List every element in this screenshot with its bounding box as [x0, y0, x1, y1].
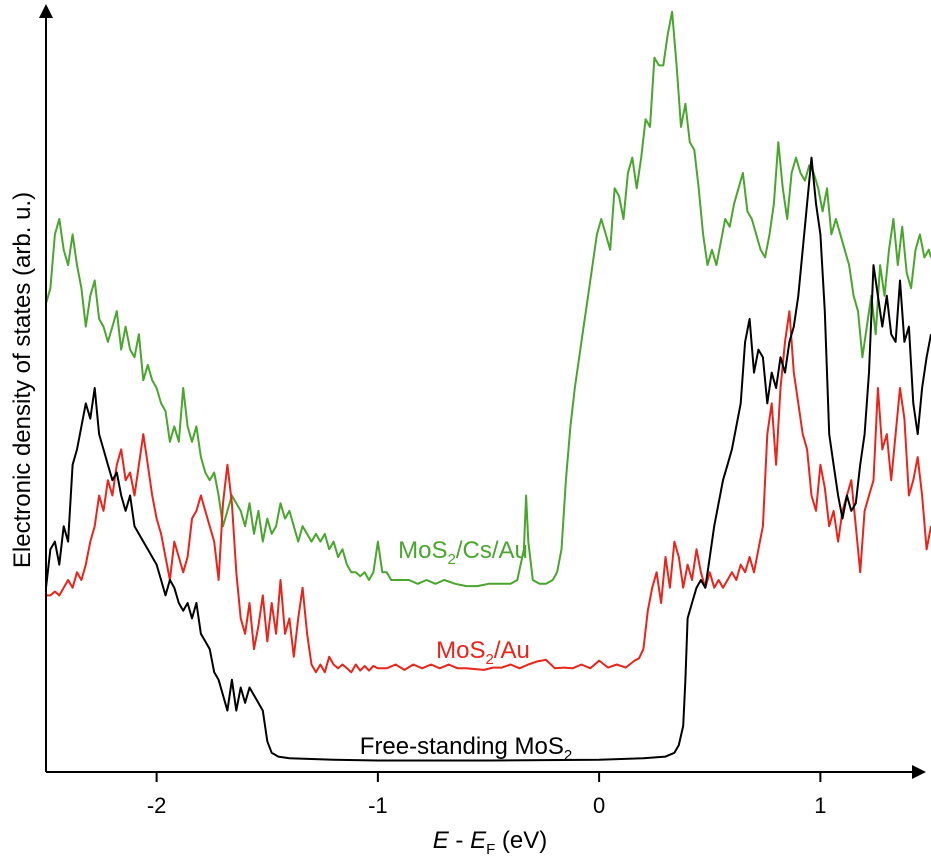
- series-lines: [45, 10, 931, 762]
- x-axis-arrow: [912, 765, 926, 779]
- x-ticks: -2 -1 0 1: [147, 772, 827, 818]
- series-label-cs: MoS2/Cs/Au: [398, 537, 528, 568]
- x-tick-label: 1: [814, 793, 826, 818]
- x-tick-label: -1: [368, 793, 388, 818]
- series-line-fs: [45, 156, 931, 762]
- series-line-cs: [45, 10, 931, 588]
- x-tick-label: 0: [593, 793, 605, 818]
- x-tick-label: -2: [147, 793, 167, 818]
- series-label-au: MoS2/Au: [436, 637, 530, 668]
- axes: [39, 4, 926, 779]
- series-label-freestanding: Free-standing MoS2: [360, 733, 572, 764]
- x-axis-label: E - EF (eV): [433, 827, 548, 858]
- y-axis-arrow: [39, 4, 53, 18]
- series-line-au: [46, 310, 931, 674]
- y-axis-label: Electronic density of states (arb. u.): [9, 192, 36, 568]
